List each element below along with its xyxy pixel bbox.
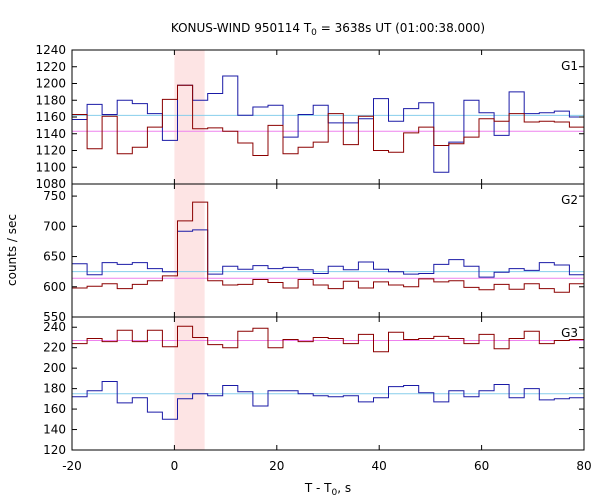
panel-g2-label: G2 [561, 193, 578, 207]
panel-g1-y-tick-label: 1200 [35, 77, 66, 91]
x-tick-label: 40 [372, 459, 387, 473]
panel-g3-y-tick-label: 180 [43, 382, 66, 396]
panel-g3-y-tick-label: 160 [43, 402, 66, 416]
panel-g1-y-tick-label: 1240 [35, 43, 66, 57]
highlight-band [174, 50, 205, 450]
panel-g3-y-tick-label: 120 [43, 443, 66, 457]
x-tick-label: -20 [62, 459, 82, 473]
panel-g2-frame [71, 183, 585, 318]
panel-g2-blue-series [72, 229, 584, 278]
panel-g2-y-tick-label: 600 [43, 280, 66, 294]
panel-g3-y-tick-label: 220 [43, 341, 66, 355]
panel-g1-y-tick-label: 1100 [35, 160, 66, 174]
panel-g1-y-tick-label: 1220 [35, 60, 66, 74]
x-tick-label: 60 [474, 459, 489, 473]
panel-g1-label: G1 [561, 59, 578, 73]
panel-g3-y-tick-label: 140 [43, 423, 66, 437]
panel-g2-y-tick-label: 700 [43, 219, 66, 233]
panel-g1-y-tick-label: 1080 [35, 177, 66, 191]
panel-g2-y-tick-label: 650 [43, 250, 66, 264]
panel-g2-y-tick-label: 750 [43, 189, 66, 203]
panel-g3-frame [71, 316, 585, 451]
x-tick-label: 80 [576, 459, 591, 473]
panel-g1-y-tick-label: 1180 [35, 93, 66, 107]
panel-g1-red-series [72, 84, 584, 156]
chart-title: KONUS-WIND 950114 T0 = 3638s UT (01:00:3… [171, 21, 485, 38]
panel-g3-red-series [72, 325, 584, 353]
panel-g2-y-tick-label: 550 [43, 310, 66, 324]
panel-g1-y-tick-label: 1140 [35, 127, 66, 141]
panel-g2-red-series [72, 201, 584, 293]
x-axis-label: T - T0, s [304, 481, 351, 498]
panel-g3-y-tick-label: 240 [43, 320, 66, 334]
panel-g3-label: G3 [561, 326, 578, 340]
panel-g3-y-tick-label: 200 [43, 361, 66, 375]
x-tick-label: 0 [171, 459, 179, 473]
panel-g1-y-tick-label: 1160 [35, 110, 66, 124]
x-tick-label: 20 [269, 459, 284, 473]
y-axis-label: counts / sec [5, 214, 19, 286]
panel-g3-blue-series [72, 381, 584, 420]
panel-g1-y-tick-label: 1120 [35, 144, 66, 158]
